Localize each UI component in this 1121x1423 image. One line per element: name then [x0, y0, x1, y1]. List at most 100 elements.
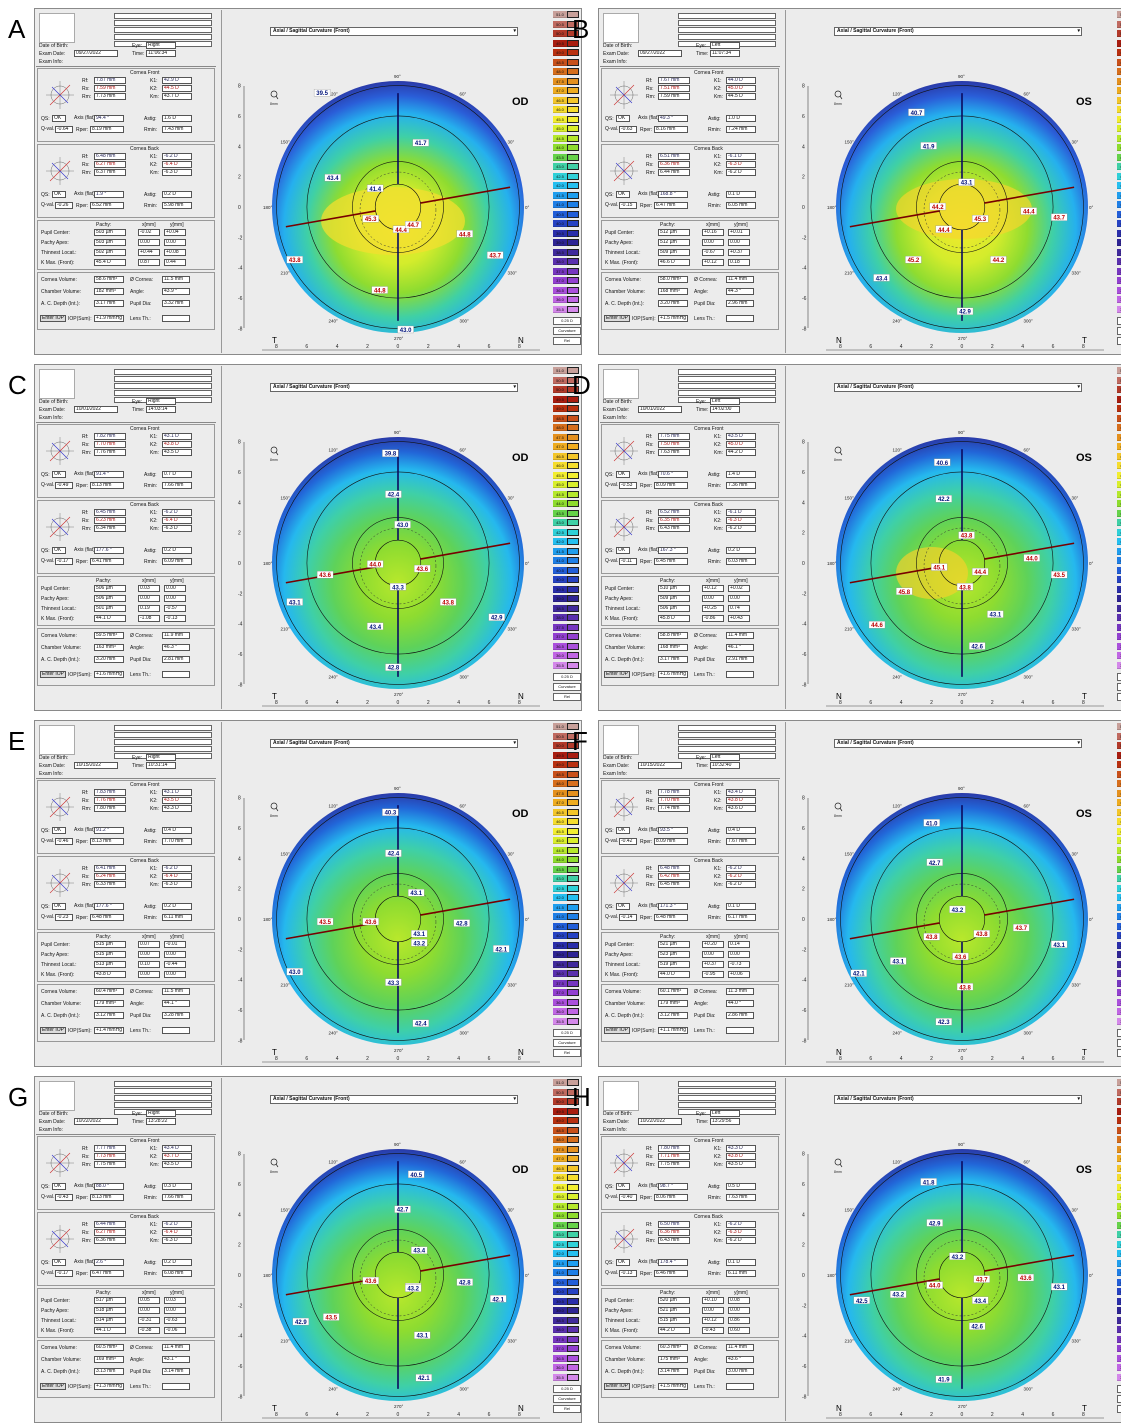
cornea-back-section: Cornea Back Rf: 6.52 mm K1: -6.1 D Rs: 6.35 mm… — [601, 500, 779, 574]
patient-name-field[interactable] — [114, 739, 212, 745]
cornea-axis-plot — [610, 513, 638, 541]
relative-button[interactable]: Rel — [553, 1405, 581, 1413]
patient-name-field[interactable] — [678, 27, 776, 33]
patient-name-field[interactable] — [114, 1095, 212, 1101]
patient-name-field[interactable] — [114, 34, 212, 40]
patient-name-field[interactable] — [114, 13, 212, 19]
curvature-button[interactable]: Curvature — [553, 1039, 581, 1047]
curvature-button[interactable]: Curvature — [1117, 327, 1121, 335]
curvature-button[interactable]: Curvature — [1117, 1039, 1121, 1047]
patient-name-field[interactable] — [114, 732, 212, 738]
map-type-dropdown[interactable]: Axial / Sagittal Curvature (Front) ▾ — [270, 739, 518, 748]
scale-step: 48.5 — [1117, 770, 1121, 778]
patient-name-field[interactable] — [678, 1081, 776, 1087]
lens-th-field[interactable] — [726, 1383, 754, 1390]
curvature-button[interactable]: Curvature — [1117, 683, 1121, 691]
patient-name-field[interactable] — [114, 20, 212, 26]
enter-iop-button[interactable]: Enter IOP — [604, 1383, 630, 1390]
curvature-button[interactable]: Curvature — [1117, 1395, 1121, 1403]
relative-button[interactable]: Rel — [1117, 1049, 1121, 1057]
relative-button[interactable]: Rel — [553, 337, 581, 345]
patient-name-field[interactable] — [678, 1102, 776, 1108]
patient-name-field[interactable] — [114, 390, 212, 396]
patient-name-field[interactable] — [678, 732, 776, 738]
rper-label: Rper: — [640, 203, 653, 209]
svg-text:42.8: 42.8 — [388, 666, 400, 672]
lens-th-field[interactable] — [162, 1027, 190, 1034]
scale-step: 47.5 — [553, 77, 567, 85]
patient-name-field[interactable] — [114, 725, 212, 731]
patient-name-field[interactable] — [114, 27, 212, 33]
scale-step: 42.5 — [553, 172, 567, 180]
map-type-dropdown[interactable]: Axial / Sagittal Curvature (Front) ▾ — [834, 1095, 1082, 1104]
patient-name-field[interactable] — [114, 369, 212, 375]
degree-label: 270° — [958, 1048, 968, 1053]
curvature-button[interactable]: Curvature — [553, 1395, 581, 1403]
patient-name-field[interactable] — [678, 34, 776, 40]
patient-name-field[interactable] — [678, 746, 776, 752]
enter-iop-button[interactable]: Enter IOP — [40, 671, 66, 678]
rmin-label: Rmin: — [708, 1195, 722, 1201]
scale-step: 46.0 — [553, 818, 567, 825]
exam-info-label: Exam Info: — [39, 59, 63, 65]
patient-name-field[interactable] — [678, 369, 776, 375]
lens-th-field[interactable] — [726, 1027, 754, 1034]
curvature-button[interactable]: Curvature — [553, 327, 581, 335]
relative-button[interactable]: Rel — [553, 693, 581, 701]
patient-name-field[interactable] — [114, 376, 212, 382]
lens-th-field[interactable] — [726, 315, 754, 322]
patient-name-field[interactable] — [678, 13, 776, 19]
map-type-dropdown[interactable]: Axial / Sagittal Curvature (Front) ▾ — [834, 383, 1082, 392]
relative-button[interactable]: Rel — [1117, 693, 1121, 701]
map-type-dropdown[interactable]: Axial / Sagittal Curvature (Front) ▾ — [270, 1095, 518, 1104]
patient-name-field[interactable] — [678, 390, 776, 396]
scale-step: 36.0 — [1117, 652, 1121, 659]
scale-step: 38.5 — [553, 604, 567, 612]
patient-name-field[interactable] — [678, 20, 776, 26]
lens-th-field[interactable] — [162, 671, 190, 678]
th-x-value: +0.25 — [702, 605, 724, 612]
lens-th-field[interactable] — [162, 315, 190, 322]
enter-iop-button[interactable]: Enter IOP — [40, 315, 66, 322]
patient-name-field[interactable] — [114, 383, 212, 389]
patient-name-field[interactable] — [114, 1088, 212, 1094]
exam-date-value: 10/15/2022 — [74, 762, 118, 769]
enter-iop-button[interactable]: Enter IOP — [40, 1027, 66, 1034]
patient-name-field[interactable] — [678, 1088, 776, 1094]
patient-name-field[interactable] — [678, 739, 776, 745]
th-pachy-value: 509 µm — [658, 249, 690, 256]
relative-button[interactable]: Rel — [1117, 1405, 1121, 1413]
lens-th-field[interactable] — [162, 1383, 190, 1390]
time-value: 10:32:40 — [710, 762, 740, 769]
relative-button[interactable]: Rel — [1117, 337, 1121, 345]
lens-th-field[interactable] — [726, 671, 754, 678]
rs-label: Rs: — [82, 874, 90, 880]
degree-label: 330° — [507, 627, 517, 632]
patient-name-field[interactable] — [114, 1102, 212, 1108]
patient-name-field[interactable] — [114, 1081, 212, 1087]
scale-swatch — [567, 386, 579, 393]
enter-iop-button[interactable]: Enter IOP — [604, 671, 630, 678]
relative-button[interactable]: Rel — [553, 1049, 581, 1057]
map-type-dropdown[interactable]: Axial / Sagittal Curvature (Front) ▾ — [834, 27, 1082, 36]
curvature-button[interactable]: Curvature — [553, 683, 581, 691]
map-type-dropdown[interactable]: Axial / Sagittal Curvature (Front) ▾ — [834, 739, 1082, 748]
map-type-dropdown[interactable]: Axial / Sagittal Curvature (Front) ▾ — [270, 383, 518, 392]
map-type-dropdown[interactable]: Axial / Sagittal Curvature (Front) ▾ — [270, 27, 518, 36]
patient-name-field[interactable] — [678, 1095, 776, 1101]
th-x-value: +0.44 — [138, 249, 160, 256]
patient-name-field[interactable] — [678, 376, 776, 382]
enter-iop-button[interactable]: Enter IOP — [604, 315, 630, 322]
angle-label: Angle: — [694, 1001, 709, 1007]
patient-name-field[interactable] — [114, 746, 212, 752]
y-tick-label: 6 — [802, 1182, 805, 1188]
eye-side-label: OS — [1076, 808, 1092, 820]
k1-value: -6.2 D — [726, 1221, 756, 1228]
patient-name-field[interactable] — [678, 383, 776, 389]
x-tick-label: 6 — [869, 1412, 872, 1418]
y-tick-label: 8 — [802, 440, 805, 446]
patient-name-field[interactable] — [678, 725, 776, 731]
enter-iop-button[interactable]: Enter IOP — [40, 1383, 66, 1390]
enter-iop-button[interactable]: Enter IOP — [604, 1027, 630, 1034]
